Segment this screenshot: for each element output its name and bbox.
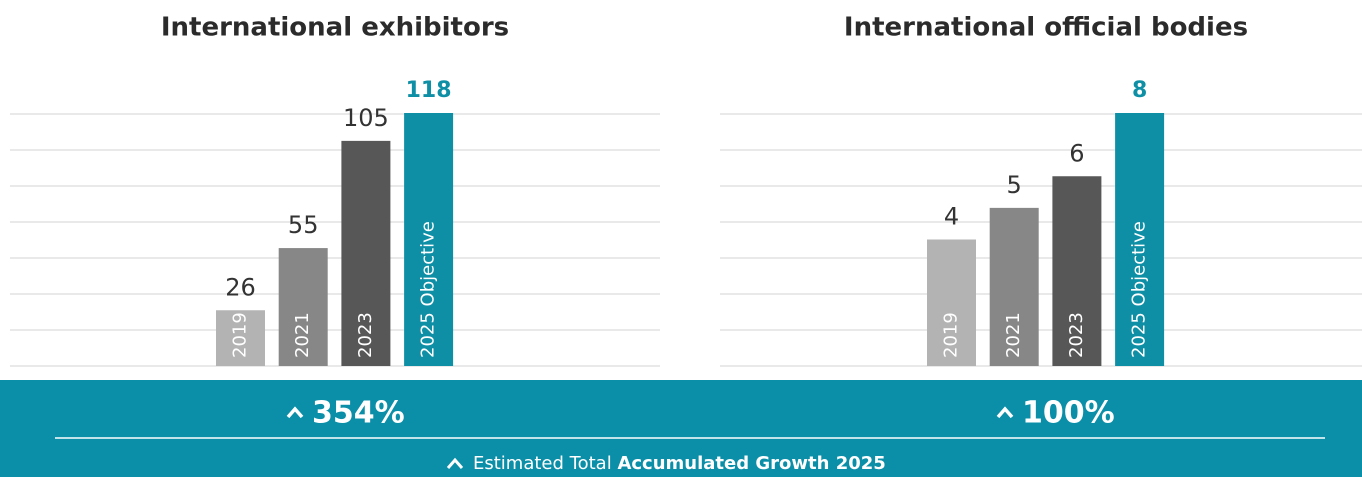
footer-plain: Estimated Total xyxy=(473,453,612,474)
footer-text: Estimated Total Accumulated Growth 2025 xyxy=(473,453,886,474)
value-label: 26 xyxy=(225,273,256,301)
bar xyxy=(1052,176,1102,366)
value-label: 8 xyxy=(1132,78,1147,103)
bar xyxy=(278,248,328,366)
category-label: 2023 xyxy=(355,312,376,358)
bar xyxy=(989,207,1039,366)
footer-emphasis: Accumulated Growth 2025 xyxy=(617,453,885,474)
chart-title: International exhibitors xyxy=(161,13,509,43)
bar xyxy=(1115,113,1165,366)
category-label: 2021 xyxy=(292,312,313,358)
category-label: 2021 xyxy=(1003,312,1024,358)
category-label: 2025 Objective xyxy=(1129,221,1150,358)
growth-label: 100% xyxy=(1022,396,1115,431)
value-label: 6 xyxy=(1069,139,1084,167)
bar xyxy=(341,140,391,366)
bar xyxy=(216,310,265,366)
banner xyxy=(0,380,1362,477)
growth-label: 354% xyxy=(312,396,405,431)
category-label: 2023 xyxy=(1066,312,1087,358)
value-label: 55 xyxy=(288,211,319,239)
bar xyxy=(927,239,976,366)
chevron-icon xyxy=(446,457,464,469)
value-label: 105 xyxy=(343,104,389,132)
chart-title: International official bodies xyxy=(844,13,1248,43)
category-label: 2019 xyxy=(941,312,962,358)
caret-icon xyxy=(996,406,1014,419)
category-label: 2025 Objective xyxy=(418,221,439,358)
category-label: 2019 xyxy=(230,312,251,358)
value-label: 4 xyxy=(944,203,959,231)
value-label: 5 xyxy=(1007,171,1022,199)
value-label: 118 xyxy=(406,78,452,103)
caret-icon xyxy=(286,406,304,419)
bar xyxy=(404,113,454,366)
